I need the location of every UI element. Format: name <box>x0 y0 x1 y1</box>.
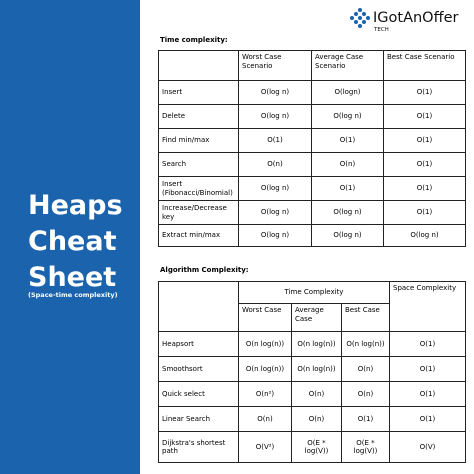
logo-name: IGotAnOffer <box>373 10 459 26</box>
value-cell: O(n) <box>341 356 390 382</box>
title-line: Cheat <box>28 226 117 257</box>
header-cell: Worst Case Scenario <box>238 50 312 81</box>
section-label: Algorithm Complexity: <box>160 266 249 274</box>
header-cell: Best Case Scenario <box>383 50 466 81</box>
value-cell: O(n log(n)) <box>238 331 292 357</box>
value-cell: O(1) <box>341 406 390 432</box>
value-cell: O(log n) <box>311 224 384 247</box>
value-cell: O(n) <box>291 381 342 407</box>
value-cell: O(n log(n)) <box>238 356 292 382</box>
title-line: Sheet <box>28 262 117 293</box>
row: Extract min/max O(log n) O(log n) O(log n) <box>158 224 466 247</box>
row-label: Smoothsort <box>158 356 239 382</box>
header-cell: Best Case <box>341 303 390 332</box>
row: Search O(n) O(n) O(1) <box>158 152 466 177</box>
row: Increase/Decrease key O(log n) O(log n) O(1… <box>158 200 466 225</box>
row: Delete O(log n) O(log n) O(1) <box>158 104 466 129</box>
value-cell: O(1) <box>389 331 466 357</box>
row: Smoothsort O(n log(n)) O(n log(n)) O(n) O(1) <box>158 356 466 382</box>
value-cell: O(1) <box>389 356 466 382</box>
header-row: Worst Case Scenario Average Case Scenario… <box>158 50 466 81</box>
header-cell <box>158 50 239 81</box>
value-cell: O(n) <box>238 152 312 177</box>
section-label: Time complexity: <box>160 36 228 44</box>
logo-icon <box>350 8 370 28</box>
row: Insert O(log n) O(logn) O(1) <box>158 80 466 105</box>
value-cell: O(1) <box>383 80 466 105</box>
value-cell: O(n log(n)) <box>291 356 342 382</box>
header-cell: Space Complexity <box>389 281 466 332</box>
logo-tag: TECH <box>374 27 389 33</box>
value-cell: O(n log(n)) <box>341 331 390 357</box>
value-cell: O(1) <box>383 128 466 153</box>
value-cell: O(log n) <box>311 200 384 225</box>
row: Find min/max O(1) O(1) O(1) <box>158 128 466 153</box>
value-cell: O(log n) <box>383 224 466 247</box>
value-cell: O(n) <box>291 406 342 432</box>
title-line: Heaps <box>28 190 123 221</box>
value-cell: O(1) <box>383 200 466 225</box>
value-cell: O(1) <box>389 381 466 407</box>
row: Linear Search O(n) O(n) O(1) O(1) <box>158 406 466 432</box>
value-cell: O(log n) <box>238 200 312 225</box>
header-cell <box>158 281 239 332</box>
header-cell: Average Case Scenario <box>311 50 384 81</box>
row: Quick select O(n²) O(n) O(n) O(1) <box>158 381 466 407</box>
header-row: Time Complexity Space Complexity <box>158 281 466 332</box>
header-cell: Worst Case <box>238 303 292 332</box>
sidebar: Heaps Cheat Sheet (Space-time complexity… <box>0 0 140 474</box>
header-cell: Average Case <box>291 303 342 332</box>
value-cell: O(logn) <box>311 80 384 105</box>
algo-table: Time Complexity Space Complexity Worst Cas… <box>158 281 466 463</box>
sheet-title: Heaps Cheat Sheet <box>28 188 123 296</box>
value-cell: O(1) <box>383 152 466 177</box>
value-cell: O(V²) <box>238 431 292 463</box>
row-label: Increase/Decrease key <box>158 200 239 225</box>
header-cell: Time Complexity <box>238 281 390 304</box>
value-cell: O(log n) <box>238 80 312 105</box>
value-cell: O(V) <box>389 431 466 463</box>
row-label: Linear Search <box>158 406 239 432</box>
value-cell: O(n log(n)) <box>291 331 342 357</box>
value-cell: O(n) <box>238 406 292 432</box>
value-cell: O(n) <box>341 381 390 407</box>
row: Heapsort O(n log(n)) O(n log(n)) O(n log(n)… <box>158 331 466 357</box>
value-cell: O(1) <box>238 128 312 153</box>
value-cell: O(1) <box>389 406 466 432</box>
row-label: Extract min/max <box>158 224 239 247</box>
row: Insert (Fibonacci/Binomial) O(log n) O(1) O… <box>158 176 466 201</box>
value-cell: O(E * log(V)) <box>341 431 390 463</box>
value-cell: O(log n) <box>238 224 312 247</box>
value-cell: O(E * log(V)) <box>291 431 342 463</box>
row-label: Delete <box>158 104 239 129</box>
value-cell: O(log n) <box>238 104 312 129</box>
row-label: Heapsort <box>158 331 239 357</box>
row-label: Find min/max <box>158 128 239 153</box>
subtitle: (Space-time complexity) <box>28 291 118 299</box>
value-cell: O(1) <box>311 176 384 201</box>
value-cell: O(n) <box>311 152 384 177</box>
value-cell: O(log n) <box>238 176 312 201</box>
value-cell: O(1) <box>383 104 466 129</box>
row: Dijkstra's shortest path O(V²) O(E * log(V… <box>158 431 466 463</box>
row-label: Dijkstra's shortest path <box>158 431 239 463</box>
row-label: Insert <box>158 80 239 105</box>
row-label: Insert (Fibonacci/Binomial) <box>158 176 239 201</box>
row-label: Search <box>158 152 239 177</box>
value-cell: O(1) <box>383 176 466 201</box>
value-cell: O(n²) <box>238 381 292 407</box>
row-label: Quick select <box>158 381 239 407</box>
value-cell: O(1) <box>311 128 384 153</box>
time-table: Worst Case Scenario Average Case Scenario… <box>158 50 466 247</box>
value-cell: O(log n) <box>311 104 384 129</box>
